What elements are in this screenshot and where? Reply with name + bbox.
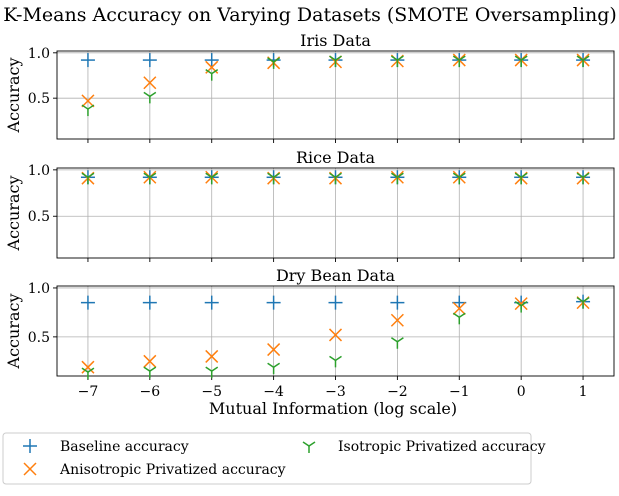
data-point bbox=[452, 312, 466, 325]
data-point bbox=[143, 172, 157, 185]
x-axis-label: Mutual Information (log scale) bbox=[209, 399, 457, 418]
data-point bbox=[80, 295, 95, 310]
x-tick-label: −7 bbox=[78, 384, 99, 400]
series-isotropic bbox=[81, 172, 590, 185]
data-point bbox=[142, 295, 157, 310]
subplot-3: −7 −6 −5 −4 −3 −2 −1 0 1 0.5 1.0 Dry Bean Data Accur… bbox=[4, 266, 615, 400]
subplot-title: Rice Data bbox=[296, 148, 375, 167]
data-point bbox=[452, 295, 467, 310]
data-point bbox=[328, 328, 343, 342]
x-tick-label: −5 bbox=[201, 384, 222, 400]
data-point bbox=[267, 343, 281, 357]
data-point bbox=[514, 300, 528, 313]
y-axis-label: Accuracy bbox=[4, 294, 23, 370]
x-tick-label: −3 bbox=[325, 384, 346, 400]
data-point bbox=[266, 295, 281, 310]
figure-title: K-Means Accuracy on Varying Datasets (SM… bbox=[3, 4, 617, 26]
data-point bbox=[390, 313, 404, 327]
legend-marker bbox=[302, 441, 316, 453]
data-point bbox=[143, 354, 157, 368]
data-point bbox=[204, 295, 219, 310]
data-point bbox=[143, 91, 157, 104]
data-point bbox=[204, 53, 219, 68]
legend-marker bbox=[23, 439, 37, 453]
x-tick-label: 1 bbox=[579, 384, 588, 400]
y-tick-label: 1.0 bbox=[28, 163, 50, 179]
y-axis-label: Accuracy bbox=[4, 176, 23, 252]
data-point bbox=[205, 69, 219, 81]
data-point bbox=[329, 355, 342, 368]
legend-label: Baseline accuracy bbox=[60, 439, 189, 455]
data-point bbox=[81, 367, 95, 380]
series-isotropic bbox=[81, 297, 590, 380]
series-isotropic bbox=[81, 55, 590, 117]
data-point bbox=[81, 104, 95, 117]
data-point bbox=[143, 76, 157, 90]
legend-entry-baseline: Baseline accuracy bbox=[23, 439, 189, 455]
legend-entry-isotropic: Isotropic Privatized accuracy bbox=[302, 439, 546, 455]
x-tick-label: 0 bbox=[517, 384, 526, 400]
x-tick-label: −1 bbox=[449, 384, 470, 400]
legend-label: Isotropic Privatized accuracy bbox=[338, 439, 546, 455]
y-tick-label: 1.0 bbox=[28, 46, 50, 62]
data-point bbox=[81, 172, 95, 185]
data-point bbox=[81, 94, 95, 108]
data-point bbox=[267, 57, 281, 69]
data-point bbox=[452, 301, 466, 316]
legend-marker bbox=[23, 462, 37, 476]
subplot-title: Dry Bean Data bbox=[276, 266, 396, 285]
data-point bbox=[267, 172, 281, 185]
x-tick-label: −4 bbox=[263, 384, 284, 400]
data-point bbox=[390, 337, 404, 349]
data-point bbox=[143, 366, 157, 379]
data-point bbox=[328, 295, 343, 310]
legend: Baseline accuracy Anisotropic Privatized … bbox=[2, 432, 546, 485]
y-tick-label: 0.5 bbox=[28, 91, 50, 107]
data-point bbox=[81, 360, 95, 374]
subplot-2: 0.5 1.0 Rice Data Accuracy bbox=[4, 148, 615, 262]
subplot-1: 0.5 1.0 Iris Data Accuracy bbox=[4, 31, 615, 143]
x-tick-label: −6 bbox=[140, 384, 161, 400]
legend-entry-anisotropic: Anisotropic Privatized accuracy bbox=[23, 462, 286, 478]
data-point bbox=[452, 55, 466, 68]
data-point bbox=[390, 55, 404, 68]
data-point bbox=[267, 362, 281, 375]
data-point bbox=[452, 172, 466, 185]
data-point bbox=[80, 53, 95, 68]
data-point bbox=[576, 172, 590, 185]
data-point bbox=[205, 172, 219, 185]
data-point bbox=[329, 55, 342, 68]
y-tick-label: 0.5 bbox=[28, 330, 50, 346]
data-point bbox=[514, 172, 528, 185]
data-point bbox=[205, 349, 219, 363]
legend-label: Anisotropic Privatized accuracy bbox=[59, 462, 286, 478]
data-point bbox=[576, 55, 590, 68]
data-point bbox=[390, 172, 404, 185]
subplot-title: Iris Data bbox=[300, 31, 371, 50]
data-point bbox=[205, 366, 219, 379]
y-axis-label: Accuracy bbox=[4, 58, 23, 134]
data-point bbox=[576, 297, 590, 309]
data-point bbox=[329, 172, 342, 185]
series-anisotropic bbox=[81, 296, 590, 374]
y-tick-label: 0.5 bbox=[28, 209, 50, 225]
data-point bbox=[390, 295, 405, 310]
series-baseline bbox=[80, 294, 591, 310]
x-tick-label: −2 bbox=[387, 384, 408, 400]
data-point bbox=[514, 55, 528, 68]
data-point bbox=[142, 53, 157, 68]
y-tick-label: 1.0 bbox=[28, 281, 50, 297]
subplots: 0.5 1.0 Iris Data Accuracy 0.5 1.0 Rice Data Ac… bbox=[4, 31, 615, 400]
legend-box bbox=[2, 432, 532, 485]
data-point bbox=[514, 297, 528, 311]
